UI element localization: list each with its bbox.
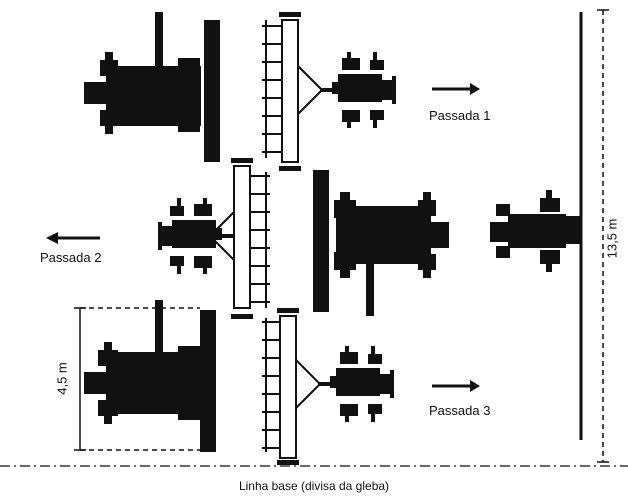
seeder-implement-icon [209,158,270,319]
tractor-icon [313,170,449,316]
tractor-icon [84,12,220,162]
total-dimension-label: 13,5 m [604,218,620,259]
tractor-icon [320,52,396,128]
pass-2-label: Passada 2 [40,250,102,265]
pass-3-label: Passada 3 [429,403,491,418]
tractor-icon [490,190,581,272]
pass-1-label: Passada 1 [429,108,491,123]
arrow-icon [432,83,480,95]
tractor-icon [84,300,216,452]
tractor-icon [318,346,394,422]
arrow-icon [432,380,480,392]
seeder-implement-icon [262,12,323,171]
tractor-icon [158,198,234,274]
width-dimension-label: 4,5 m [54,362,70,395]
seeder-implement-icon [262,308,321,465]
arrow-icon [46,232,100,244]
width-dimension-box [74,307,200,451]
baseline-label: Linha base (divisa da gleba) [238,479,390,493]
